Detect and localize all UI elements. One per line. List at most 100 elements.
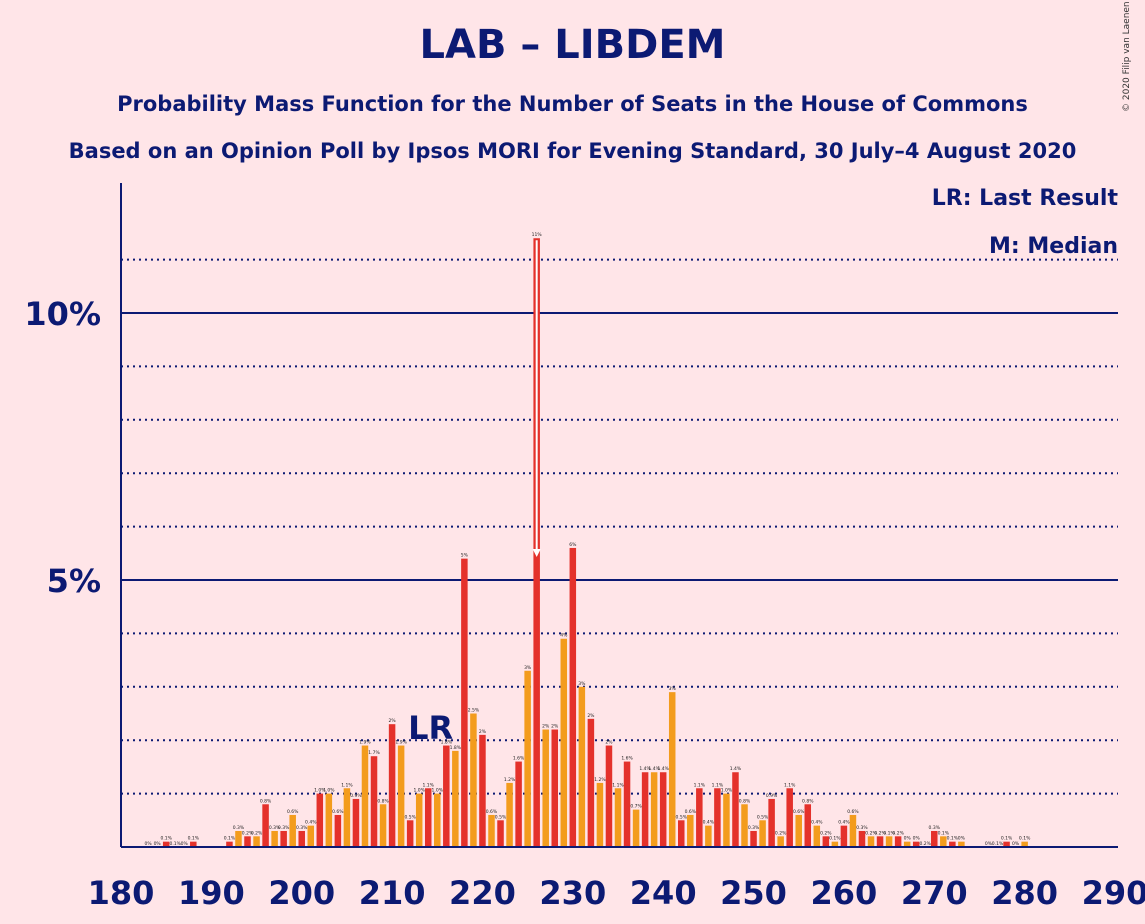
- bar-value-label: 4%: [560, 633, 568, 639]
- median-marker-arrow: [532, 549, 541, 557]
- bar-value-label: 0.6%: [685, 809, 697, 815]
- bar-value-label: 1.1%: [784, 782, 796, 788]
- bar-seat-253: [777, 836, 784, 847]
- bar-seat-244: [696, 788, 703, 847]
- bar-value-label: 0.2%: [874, 830, 886, 836]
- bar-value-label: 1.0%: [721, 788, 733, 794]
- x-tick-label: 280: [991, 874, 1058, 912]
- bar-seat-229: [560, 638, 568, 847]
- bar-seat-261: [849, 814, 857, 847]
- bar-value-label: 0.3%: [856, 825, 868, 831]
- x-tick-label: 260: [811, 874, 878, 912]
- bar-value-label: 0.9%: [350, 793, 362, 799]
- bar-value-label: 1.0%: [413, 788, 425, 794]
- bar-seat-217: [452, 750, 459, 847]
- bar-seat-251: [759, 820, 766, 847]
- bar-seat-272: [949, 841, 956, 847]
- x-tick-label: 210: [359, 874, 426, 912]
- bar-seat-195: [253, 836, 260, 847]
- bar-seat-215: [434, 793, 441, 847]
- bar-value-label: 1.6%: [513, 756, 525, 762]
- bar-seat-228: [551, 729, 558, 847]
- x-tick-label: 190: [178, 874, 245, 912]
- bar-seat-230: [569, 547, 577, 847]
- bar-value-label: 2%: [479, 729, 487, 735]
- bar-value-label: 0.1%: [224, 836, 236, 842]
- bar-seat-241: [668, 692, 676, 847]
- bar-value-label: 0.1%: [829, 836, 841, 842]
- bar-value-label: 1.4%: [648, 766, 660, 772]
- bar-value-label: 1.1%: [712, 782, 724, 788]
- bar-value-label: 1.2%: [504, 777, 516, 783]
- bar-value-label: 5%: [461, 553, 469, 559]
- bar-seat-273: [958, 841, 965, 847]
- bar-seat-208: [370, 756, 378, 847]
- bar-seat-197: [271, 830, 278, 847]
- bar-seat-267: [903, 841, 911, 847]
- bar-value-label: 1.8%: [441, 740, 453, 746]
- bar-value-label: 1.9%: [395, 740, 407, 746]
- bar-value-label: 0.3%: [233, 825, 245, 831]
- bar-seat-199: [289, 814, 296, 847]
- bar-seat-202: [316, 793, 324, 847]
- bar-seat-249: [741, 804, 748, 847]
- bar-value-label: 0.3%: [748, 825, 760, 831]
- bar-value-label: 0.1%: [883, 830, 895, 836]
- bar-seat-257: [813, 825, 821, 847]
- last-result-marker: LR: [408, 709, 453, 747]
- bar-seat-200: [298, 830, 305, 847]
- bar-value-label: 0%: [181, 841, 189, 847]
- bar-value-label: 0%: [958, 836, 966, 842]
- bar-value-label: 0.6%: [287, 809, 299, 815]
- bar-value-label: 1.2%: [594, 777, 606, 783]
- chart-subtitle-poll: Based on an Opinion Poll by Ipsos MORI f…: [68, 139, 1077, 163]
- x-tick-label: 270: [901, 874, 968, 912]
- bar-value-label: 0.5%: [757, 814, 769, 820]
- bar-seat-238: [641, 772, 649, 847]
- bar-seat-252: [768, 798, 775, 847]
- bar-value-label: 1.0%: [314, 788, 326, 794]
- bar-value-label: 1.1%: [612, 782, 624, 788]
- bar-seat-248: [732, 772, 739, 847]
- chart-title: LAB – LIBDEM: [419, 22, 726, 68]
- bar-seat-270: [931, 830, 938, 847]
- bar-value-label: 0%: [985, 841, 993, 847]
- bar-value-label: 0.2%: [920, 841, 932, 847]
- bar-value-label: 0.6%: [793, 809, 805, 815]
- bar-seat-250: [750, 830, 757, 847]
- bar-seat-216: [443, 745, 450, 847]
- bar-value-label: 0.4%: [703, 820, 715, 826]
- bar-value-label: 0.6%: [332, 809, 344, 815]
- bar-value-label: 1.4%: [639, 766, 651, 772]
- bar-seat-232: [587, 718, 595, 847]
- bar-value-label: 2.5%: [468, 708, 480, 714]
- bar-seat-218: [461, 558, 468, 847]
- bar-value-label: 1.7%: [368, 750, 380, 756]
- bar-value-label: 0.8%: [739, 798, 751, 804]
- bar-seat-206: [352, 798, 360, 847]
- bar-seat-247: [723, 793, 730, 847]
- bar-seat-221: [488, 814, 495, 847]
- bar-value-label: 0.3%: [278, 825, 290, 831]
- bar-value-label: 0%: [145, 841, 153, 847]
- bar-seat-185: [162, 841, 170, 847]
- bar-seat-271: [940, 836, 947, 847]
- bar-value-label: 0.9%: [766, 793, 778, 799]
- bar-seat-227: [542, 729, 549, 847]
- bar-seat-235: [614, 788, 622, 847]
- bar-value-label: 0.1%: [160, 836, 172, 842]
- bar-seat-242: [678, 820, 685, 847]
- bar-value-label: 0.1%: [947, 836, 959, 842]
- bar-seat-262: [858, 830, 866, 847]
- bar-seat-196: [262, 804, 269, 847]
- bar-value-label: 11%: [532, 232, 543, 238]
- bar-value-label: 1.0%: [432, 788, 444, 794]
- bar-seat-246: [714, 788, 721, 847]
- bar-seat-223: [506, 782, 513, 847]
- bar-seat-225: [524, 670, 531, 847]
- bar-value-label: 0.3%: [269, 825, 281, 831]
- bar-value-label: 0.2%: [775, 830, 787, 836]
- bar-value-label: 0.1%: [938, 830, 950, 836]
- bar-seat-256: [804, 804, 812, 847]
